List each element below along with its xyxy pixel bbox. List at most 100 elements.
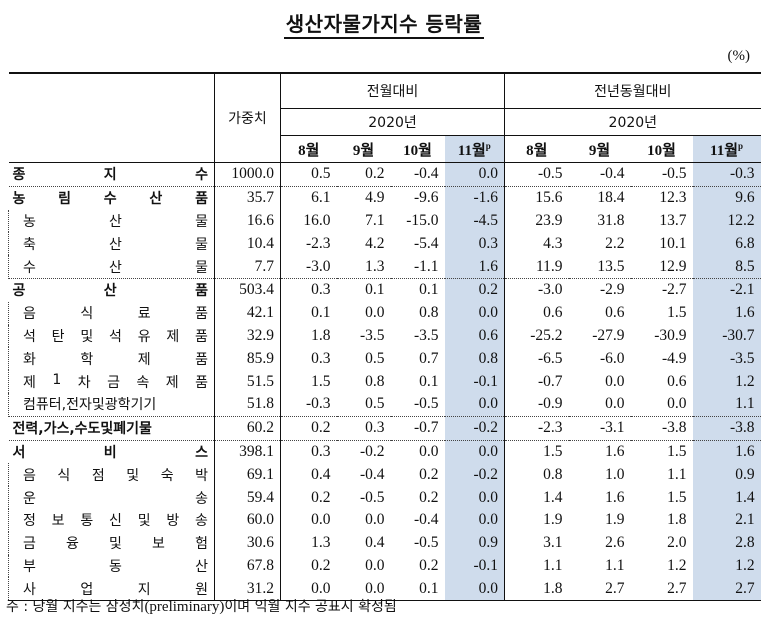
yoy-cell: 1.0 xyxy=(605,465,625,483)
yoy-cell: -30.7 xyxy=(692,324,761,348)
yoy-cell: 2.6 xyxy=(605,534,625,552)
yoy-cell: -3.8 xyxy=(630,415,693,441)
mom-cell: 0.0 xyxy=(444,577,505,602)
yoy-cell: 3.1 xyxy=(504,531,569,555)
mom-cell: 0.1 xyxy=(390,577,445,602)
mom-cell: 0.5 xyxy=(365,349,385,367)
mom-cell: -0.5 xyxy=(413,534,439,552)
weight-cell: 51.8 xyxy=(214,392,281,417)
mom-cell: 0.5 xyxy=(280,162,337,187)
yoy-cell: 0.9 xyxy=(692,463,761,487)
yoy-cell: 10.1 xyxy=(659,234,687,252)
mom-cell: 0.0 xyxy=(365,304,385,322)
yoy-cell: 1.5 xyxy=(630,439,693,464)
yoy-cell: 13.7 xyxy=(659,211,687,229)
yoy-cell: 1.1 xyxy=(667,465,687,483)
month-header: 8월 xyxy=(280,135,337,163)
weight-cell: 10.4 xyxy=(214,232,281,256)
weight-cell: 31.2 xyxy=(214,577,281,602)
mom-cell: 0.3 xyxy=(444,232,505,256)
yoy-cell: 0.0 xyxy=(605,372,625,390)
yoy-cell: 23.9 xyxy=(504,209,569,233)
mom-year: 2020년 xyxy=(279,108,505,136)
yoy-cell: 8.5 xyxy=(692,255,761,279)
mom-cell: -3.5 xyxy=(413,326,439,344)
mom-cell: -1.1 xyxy=(413,257,439,275)
yoy-cell: 1.9 xyxy=(504,508,569,532)
mom-cell: 0.3 xyxy=(280,277,337,302)
mom-header: 전월대비 xyxy=(279,72,505,109)
mom-cell: -0.3 xyxy=(280,392,337,417)
mom-cell: 0.5 xyxy=(365,395,385,413)
table-row: 서 비 스 398.1 0.3 -0.2 0.0 0.0 1.5 1.6 1.5 1.6 xyxy=(8,439,761,464)
yoy-cell: 1.4 xyxy=(504,486,569,509)
mom-cell: 4.2 xyxy=(365,234,385,252)
table-row: 음 식 점 및 숙 박 69.1 0.4 -0.4 0.2 -0.2 0.8 1.0 1.1 0.9 xyxy=(8,463,761,487)
table-row: 종 지 수 1000.0 0.5 0.2 -0.4 0.0 -0.5 -0.4 -0.5 -0.3 xyxy=(9,162,761,187)
yoy-cell: -2.9 xyxy=(568,277,631,302)
yoy-cell: -0.5 xyxy=(504,162,569,187)
weight-cell: 32.9 xyxy=(214,324,281,348)
table-row: 석 탄 및 석 유 제 품 32.9 1.8 -3.5 -3.5 0.6 -25.2 -27.9 -30.9… xyxy=(8,324,761,348)
yoy-cell: 0.0 xyxy=(667,395,687,413)
yoy-cell: 6.8 xyxy=(692,232,761,256)
yoy-cell: -6.0 xyxy=(599,349,625,367)
footnote: 주 : 당월 지수는 잠정치(preliminary)이며 익월 지수 공표시 … xyxy=(6,599,397,615)
mom-cell: 0.0 xyxy=(444,392,505,417)
yoy-cell: -2.7 xyxy=(630,277,693,302)
yoy-cell: -30.9 xyxy=(654,326,687,344)
yoy-cell: 0.0 xyxy=(605,395,625,413)
yoy-cell: 1.5 xyxy=(667,488,687,506)
mom-cell: 0.2 xyxy=(280,415,337,441)
weight-cell: 1000.0 xyxy=(214,162,281,187)
weight-cell: 42.1 xyxy=(214,301,281,325)
mom-cell: 0.2 xyxy=(280,486,337,509)
yoy-cell: 2.1 xyxy=(692,508,761,532)
yoy-cell: -4.9 xyxy=(661,349,687,367)
weight-cell: 7.7 xyxy=(214,255,281,279)
mom-cell: 0.2 xyxy=(444,277,505,302)
yoy-cell: -0.7 xyxy=(504,370,569,393)
month-header: 9월 xyxy=(568,135,631,163)
mom-cell: -9.6 xyxy=(390,185,445,210)
mom-cell: 0.0 xyxy=(390,439,445,464)
table-row: 정 보 통 신 및 방 송 60.0 0.0 0.0 -0.4 0.0 1.9 1.9 1.8 2.1 xyxy=(8,508,761,532)
mom-cell: -0.7 xyxy=(390,415,445,441)
yoy-cell: 31.8 xyxy=(597,211,625,229)
table-row: 제 1 차 금 속 제 품 51.5 1.5 0.8 0.1 -0.1 -0.7 0.0 0.6 1.2 xyxy=(8,370,761,393)
item-name: 컴퓨터,전자및광학기기 xyxy=(8,392,215,417)
mom-cell: 1.8 xyxy=(280,324,337,348)
yoy-cell: -0.3 xyxy=(692,162,761,187)
mom-cell: 0.4 xyxy=(365,534,385,552)
mom-cell: -15.0 xyxy=(406,211,439,229)
mom-cell: -0.2 xyxy=(444,415,505,441)
mom-cell: 1.3 xyxy=(365,257,385,275)
mom-cell: 0.1 xyxy=(280,301,337,325)
yoy-cell: -6.5 xyxy=(504,347,569,371)
weight-cell: 35.7 xyxy=(214,185,281,210)
mom-cell: 0.4 xyxy=(280,463,337,487)
mom-cell: 0.1 xyxy=(419,372,439,390)
mom-cell: 1.3 xyxy=(280,531,337,555)
month-header: 11월p xyxy=(692,135,761,163)
mom-cell: 0.3 xyxy=(280,347,337,371)
yoy-cell: 1.5 xyxy=(504,439,569,464)
weight-cell: 60.2 xyxy=(214,415,281,441)
mom-cell: 0.1 xyxy=(390,277,445,302)
mom-cell: 1.6 xyxy=(444,255,505,279)
weight-header: 가중치 xyxy=(214,72,281,163)
month-header: 8월 xyxy=(504,135,569,163)
yoy-cell: -25.2 xyxy=(504,324,569,348)
mom-cell: 0.8 xyxy=(365,372,385,390)
weight-cell: 503.4 xyxy=(214,277,281,302)
yoy-cell: 2.7 xyxy=(568,577,631,602)
month-header: 11월p xyxy=(444,135,505,163)
